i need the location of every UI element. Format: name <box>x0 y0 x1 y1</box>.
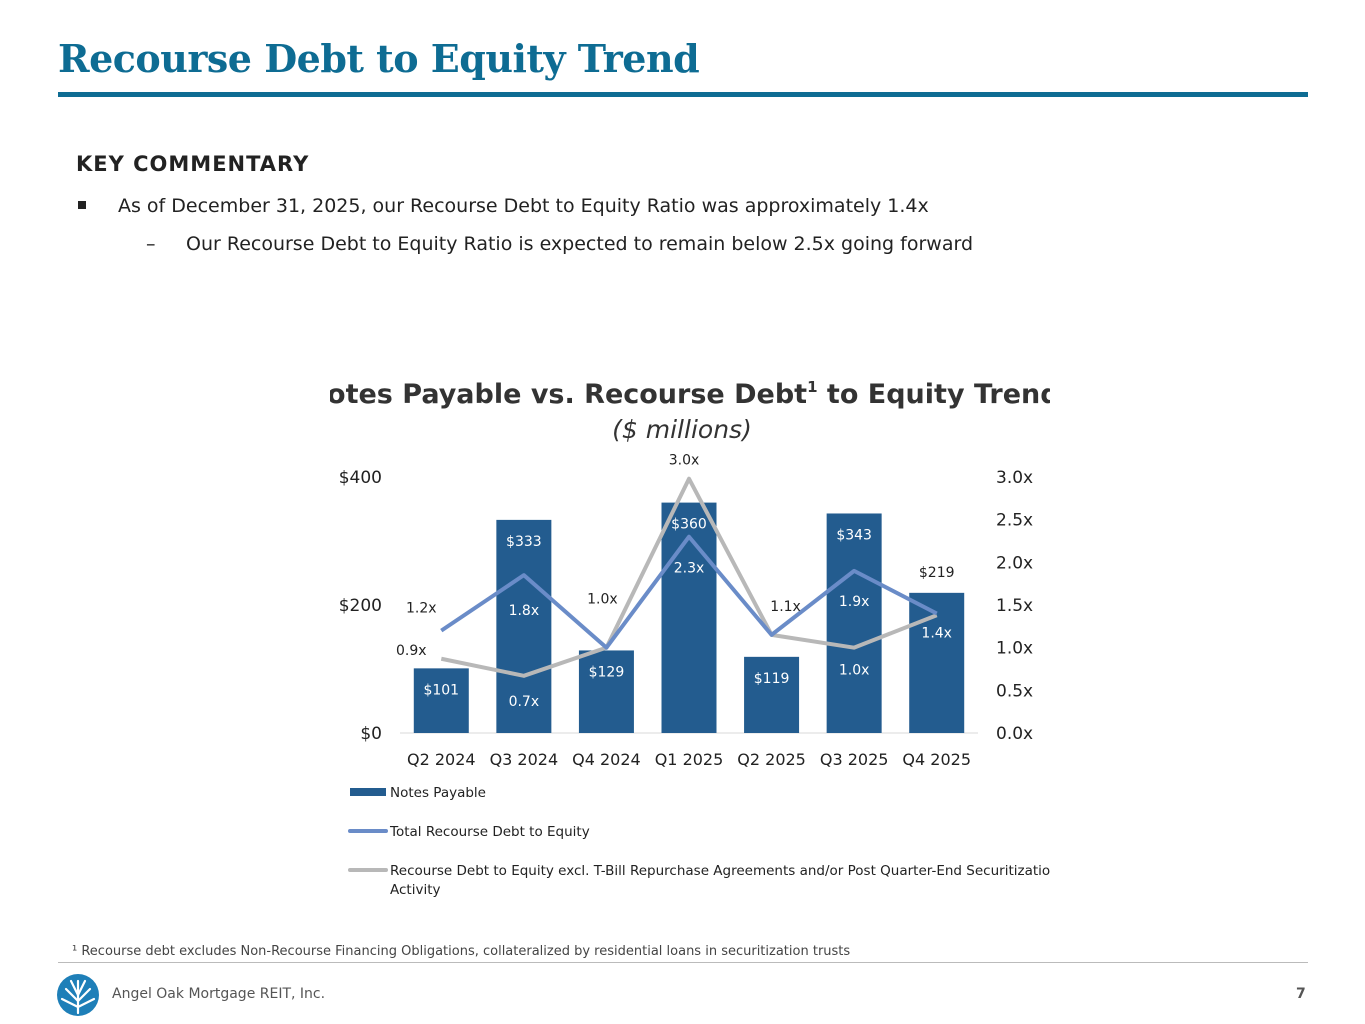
x-axis-tick-label: Q4 2024 <box>572 750 641 769</box>
total-ratio-data-label: 1.8x <box>509 603 540 619</box>
excl-ratio-data-label: 0.9x <box>396 643 427 659</box>
excl-ratio-data-label: 1.0x <box>839 663 870 679</box>
total-ratio-data-label: 1.4x <box>921 626 952 642</box>
excl-tbill-line <box>440 476 938 678</box>
total-recourse-line <box>440 534 938 650</box>
x-axis-tick-label: Q2 2025 <box>737 750 806 769</box>
chart-subtitle: ($ millions) <box>612 415 752 444</box>
chart-title-suffix: to Equity Trend <box>818 379 1050 410</box>
right-axis-tick-label: 0.0x <box>996 724 1033 744</box>
page-number: 7 <box>1296 986 1306 1002</box>
chart-title: Notes Payable vs. Recourse Debt1 to Equi… <box>330 378 1050 410</box>
bar-data-label: $343 <box>836 527 872 543</box>
excl-ratio-data-label: 0.7x <box>509 694 540 710</box>
left-axis-tick-label: $0 <box>360 724 382 744</box>
right-axis-tick-label: 1.0x <box>996 639 1033 659</box>
total-ratio-data-label: 1.9x <box>839 594 870 610</box>
notes-payable-bar <box>909 592 965 733</box>
right-axis-tick-label: 1.5x <box>996 596 1033 616</box>
commentary-heading: KEY COMMENTARY <box>76 152 310 176</box>
company-logo-icon <box>57 974 99 1016</box>
total-ratio-data-label: 1.2x <box>406 601 437 617</box>
bar-data-label: $333 <box>506 534 542 550</box>
commentary-sub-bullet-text: Our Recourse Debt to Equity Ratio is exp… <box>186 233 974 255</box>
sub-bullet-dash: – <box>146 233 156 255</box>
bullet-square-icon <box>78 201 86 209</box>
company-name: Angel Oak Mortgage REIT, Inc. <box>112 986 326 1002</box>
right-axis-tick-label: 3.0x <box>996 468 1033 488</box>
chart-legend: Notes Payable Total Recourse Debt to Equi… <box>348 785 1050 898</box>
commentary-bullet-text: As of December 31, 2025, our Recourse De… <box>118 195 929 217</box>
left-axis-tick-label: $400 <box>339 468 382 488</box>
excl-ratio-data-label: 3.0x <box>669 453 700 469</box>
total-ratio-data-label: 1.1x <box>770 599 801 615</box>
notes-payable-bar <box>578 650 634 733</box>
plot-area: $0 $200 $400 0.0x 0.5x 1.0x 1.5x 2.0x 2.5x 3.0x Q2… <box>339 453 1033 769</box>
chart-title-main: Notes Payable vs. Recourse Debt <box>330 379 807 410</box>
footer-divider <box>58 962 1308 963</box>
bar-data-label: $129 <box>589 664 625 680</box>
total-ratio-data-label: 1.0x <box>587 592 618 608</box>
notes-payable-bar <box>413 668 469 733</box>
page-title: Recourse Debt to Equity Trend <box>58 36 700 81</box>
x-axis-tick-label: Q3 2025 <box>820 750 889 769</box>
right-axis-tick-label: 2.0x <box>996 553 1033 573</box>
legend-label: Notes Payable <box>390 785 486 801</box>
left-axis-tick-label: $200 <box>339 596 382 616</box>
legend-label: Activity <box>390 882 441 898</box>
right-axis-tick-label: 2.5x <box>996 511 1033 531</box>
footnote: ¹ Recourse debt excludes Non-Recourse Fi… <box>72 944 851 959</box>
legend-label: Total Recourse Debt to Equity <box>389 824 590 840</box>
x-axis-tick-label: Q2 2024 <box>407 750 476 769</box>
bar-data-label: $360 <box>671 517 707 533</box>
legend-label: Recourse Debt to Equity excl. T-Bill Rep… <box>390 863 1050 879</box>
notes-payable-bar <box>496 519 552 733</box>
bar-data-label: $219 <box>919 565 955 581</box>
chart-title-superscript: 1 <box>807 378 817 396</box>
bar-data-label: $119 <box>754 671 790 687</box>
legend-swatch-notes-payable <box>350 788 386 796</box>
total-ratio-data-label: 2.3x <box>674 561 705 577</box>
bar-data-label: $101 <box>423 682 459 698</box>
x-axis-tick-label: Q4 2025 <box>902 750 971 769</box>
x-axis-tick-label: Q3 2024 <box>490 750 559 769</box>
notes-payable-bar <box>826 513 882 733</box>
notes-payable-bar <box>744 656 800 733</box>
right-axis-tick-label: 0.5x <box>996 681 1033 701</box>
notes-payable-bar <box>661 502 717 733</box>
title-divider <box>58 92 1308 97</box>
debt-equity-chart: Notes Payable vs. Recourse Debt1 to Equi… <box>330 378 1050 898</box>
x-axis-tick-label: Q1 2025 <box>655 750 724 769</box>
